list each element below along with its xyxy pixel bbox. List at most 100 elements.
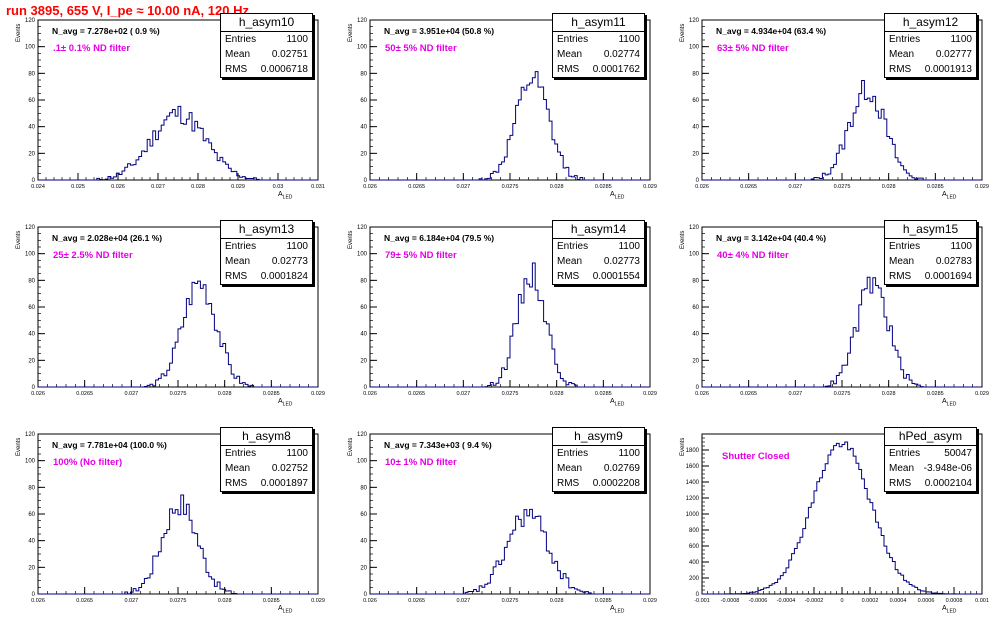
stats-label: RMS <box>225 271 248 282</box>
stats-value: -3.948e-06 <box>923 463 972 474</box>
stats-value: 0.02773 <box>603 256 640 267</box>
histogram-pad-h_asym12: 0 20 40 60 80 100 120 0.026 0.0265 0.027 0.0275 0.0… <box>664 0 996 207</box>
x-axis-label-group: ALED <box>610 191 624 200</box>
y-axis-label: Events <box>680 23 686 42</box>
stats-value: 50047 <box>944 448 972 459</box>
filter-annotation: Shutter Closed <box>722 451 790 462</box>
y-tick-label: 1600 <box>686 464 700 470</box>
x-tick-label: 0.0285 <box>595 391 612 397</box>
stats-value: 0.02773 <box>271 256 308 267</box>
x-tick-label: 0.0285 <box>927 391 944 397</box>
x-tick-label: 0.029 <box>643 184 657 190</box>
x-tick-label: 0.029 <box>311 598 325 604</box>
y-tick-label: 20 <box>692 358 699 364</box>
x-tick-label: 0.028 <box>882 391 896 397</box>
y-tick-label: 100 <box>357 45 368 51</box>
histogram-name: h_asym11 <box>553 14 644 32</box>
x-axis-label-group: ALED <box>278 605 292 614</box>
histogram-svg: 0 20 40 60 80 100 120 0.026 0.0265 0.027 0.0275 0.0… <box>357 432 657 604</box>
x-tick-label: 0.0275 <box>170 391 187 397</box>
stats-label: Mean <box>557 256 583 267</box>
stats-box: h_asym9 Entries 1100 Mean 0.02769 RMS 0.000220… <box>552 427 645 492</box>
stats-label: Entries <box>557 241 589 252</box>
x-tick-label: 0.0285 <box>263 391 280 397</box>
x-tick-label: -0.0004 <box>777 598 796 604</box>
histogram-pad-h_asym8: 0 20 40 60 80 100 120 0.026 0.0265 0.027 0.0275 0.0… <box>0 414 332 621</box>
y-tick-label: 80 <box>360 485 367 491</box>
stats-value: 1100 <box>286 448 308 459</box>
y-tick-label: 120 <box>689 18 700 24</box>
x-tick-label: -0.0002 <box>805 598 824 604</box>
histogram-name: h_asym15 <box>885 221 976 239</box>
x-tick-label: 0.026 <box>695 391 709 397</box>
y-tick-label: 40 <box>692 125 699 131</box>
x-axis-label-group: ALED <box>610 398 624 407</box>
x-axis-label-subscript: LED <box>946 194 957 201</box>
stats-value: 0.0002104 <box>924 478 972 489</box>
x-axis-label-group: ALED <box>278 191 292 200</box>
histogram-line <box>38 494 318 595</box>
x-axis-label-group: ALED <box>942 605 956 614</box>
stats-box: h_asym12 Entries 1100 Mean 0.02777 RMS 0.00019… <box>884 13 977 78</box>
x-tick-label: -0.001 <box>694 598 710 604</box>
y-tick-label: 80 <box>28 485 35 491</box>
stats-row-rms: RMS 0.0001897 <box>221 476 312 491</box>
stats-label: RMS <box>889 478 912 489</box>
filter-annotation: 40± 4% ND filter <box>717 250 789 261</box>
y-tick-label: 1400 <box>686 480 700 486</box>
stats-label: Mean <box>225 256 251 267</box>
stats-value: 1100 <box>950 34 972 45</box>
x-tick-label: 0.026 <box>695 184 709 190</box>
histogram-pad-h_asym13: 0 20 40 60 80 100 120 0.026 0.0265 0.027 0.0275 0.0… <box>0 207 332 414</box>
stats-row-rms: RMS 0.0001762 <box>553 62 644 77</box>
y-axis-label: Events <box>348 23 354 42</box>
x-tick-label: 0.027 <box>788 391 802 397</box>
stats-value: 0.0002208 <box>592 478 640 489</box>
stats-label: RMS <box>889 64 912 75</box>
x-tick-label: -0.0006 <box>749 598 768 604</box>
histogram-svg: 0 200 400 600 800 1000 1200 1400 1600 1800 -0.001 -… <box>686 433 989 604</box>
stats-row-mean: Mean -3.948e-06 <box>885 461 976 476</box>
stats-label: Mean <box>557 463 583 474</box>
stats-row-mean: Mean 0.02751 <box>221 47 312 62</box>
y-tick-label: 40 <box>28 539 35 545</box>
histogram-pad-h_asym15: 0 20 40 60 80 100 120 0.026 0.0265 0.027 0.0275 0.0… <box>664 207 996 414</box>
x-axis-label: A <box>610 398 615 405</box>
y-axis-label: Events <box>16 437 22 456</box>
histogram-line <box>702 276 982 388</box>
y-tick-label: 40 <box>360 539 367 545</box>
histogram-svg: 0 20 40 60 80 100 120 0.024 0.025 0.026 0.027 0.028… <box>25 18 325 190</box>
stats-label: RMS <box>889 271 912 282</box>
stats-label: RMS <box>225 64 248 75</box>
filter-annotation: 50± 5% ND filter <box>385 43 457 54</box>
x-axis-label: A <box>942 398 947 405</box>
histogram-pad-h_asym9: 0 20 40 60 80 100 120 0.026 0.0265 0.027 0.0275 0.0… <box>332 414 664 621</box>
n-avg-label: N_avg = 3.951e+04 (50.8 %) <box>384 26 495 36</box>
x-tick-label: 0.0265 <box>76 391 93 397</box>
histogram-line <box>702 79 982 181</box>
histogram-svg: 0 20 40 60 80 100 120 0.026 0.0265 0.027 0.0275 0.0… <box>689 225 989 397</box>
x-axis-label: A <box>278 191 283 198</box>
x-axis-label-subscript: LED <box>946 608 957 615</box>
stats-row-entries: Entries 1100 <box>885 32 976 47</box>
stats-value: 1100 <box>286 241 308 252</box>
x-tick-label: 0.027 <box>124 391 138 397</box>
stats-box: hPed_asym Entries 50047 Mean -3.948e-06 RMS 0.… <box>884 427 977 492</box>
x-tick-label: 0.0006 <box>918 598 935 604</box>
n-avg-label: N_avg = 7.343e+03 ( 9.4 %) <box>384 440 492 450</box>
x-axis-label: A <box>278 398 283 405</box>
stats-row-mean: Mean 0.02783 <box>885 254 976 269</box>
x-tick-label: 0.0285 <box>927 184 944 190</box>
stats-label: Mean <box>889 463 915 474</box>
x-tick-label: 0.026 <box>363 598 377 604</box>
x-tick-label: 0.0265 <box>740 391 757 397</box>
y-tick-label: 100 <box>25 45 36 51</box>
y-axis-label: Events <box>680 437 686 456</box>
y-tick-label: 100 <box>357 459 368 465</box>
stats-row-mean: Mean 0.02773 <box>221 254 312 269</box>
y-tick-label: 1000 <box>686 512 700 518</box>
x-tick-label: 0.0275 <box>502 391 519 397</box>
x-axis-label-subscript: LED <box>614 608 625 615</box>
stats-box: h_asym14 Entries 1100 Mean 0.02773 RMS 0.00015… <box>552 220 645 285</box>
x-axis-label: A <box>942 191 947 198</box>
